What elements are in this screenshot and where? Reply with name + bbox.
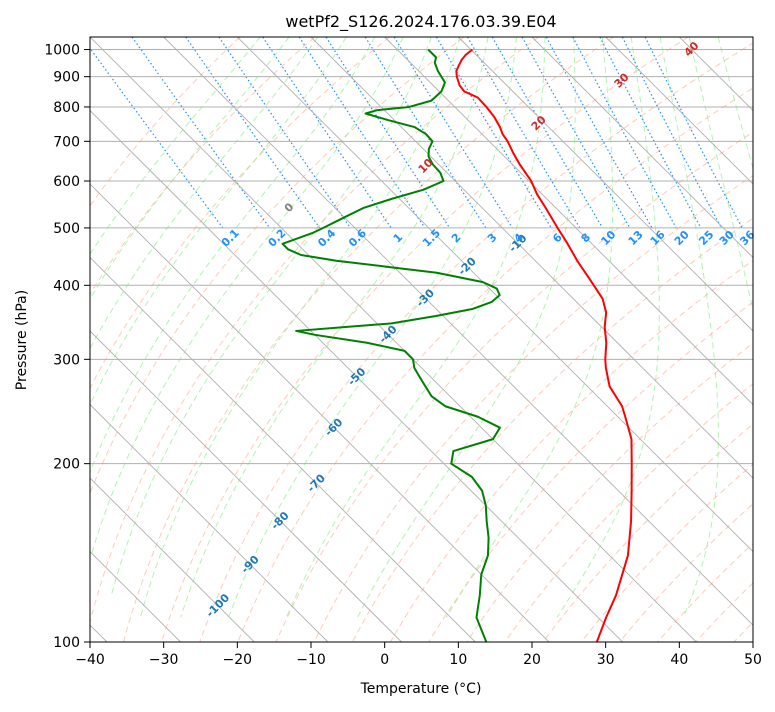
moist-adiabat-line bbox=[90, 37, 261, 256]
moist-adiabat-line bbox=[90, 37, 347, 406]
isotherm-line bbox=[90, 183, 550, 642]
dry-adiabat-line bbox=[619, 503, 753, 642]
y-axis-label: Pressure (hPa) bbox=[14, 290, 30, 390]
dry-adiabat-line bbox=[90, 37, 390, 390]
mixing-ratio-line bbox=[393, 37, 513, 229]
moist-adiabat-line bbox=[90, 37, 290, 300]
isotherm-line bbox=[90, 403, 329, 642]
y-tick-label: 700 bbox=[53, 134, 80, 150]
moist-adiabat-line bbox=[445, 37, 614, 618]
mixing-ratio-line bbox=[131, 37, 271, 229]
grid-layer bbox=[90, 37, 753, 642]
x-tick-label: 10 bbox=[449, 652, 467, 668]
dry-adiabat-line bbox=[313, 174, 753, 642]
isotherm-line bbox=[90, 37, 697, 642]
isotherm-line bbox=[531, 37, 753, 259]
temperature-line bbox=[455, 48, 633, 642]
mixing-ratio-line bbox=[218, 37, 351, 229]
dry-adiabat-line bbox=[122, 37, 614, 642]
moist-adiabat-line bbox=[90, 37, 376, 474]
series-layer bbox=[281, 48, 633, 642]
moist-adiabat-line bbox=[659, 37, 719, 618]
dry-adiabat-line bbox=[466, 342, 753, 642]
mixing-ratio-line bbox=[545, 37, 653, 229]
y-tick-label: 600 bbox=[53, 174, 80, 190]
plot-background bbox=[90, 37, 753, 642]
moist-adiabat-line bbox=[90, 37, 319, 350]
mixing-ratio-line bbox=[185, 37, 321, 229]
isotherm-line bbox=[310, 37, 753, 479]
moist-adiabat-line bbox=[180, 37, 489, 618]
dry-adiabat-line bbox=[428, 301, 753, 642]
axes-layer: −40 −30 −20 −10 0 10 20 30 40 50 1000 900 800 700 600 5… bbox=[44, 43, 762, 668]
moist-adiabat-line bbox=[228, 37, 517, 618]
x-tick-label: 40 bbox=[670, 652, 688, 668]
dry-adiabat-line bbox=[237, 87, 753, 642]
mixing-ratio-line bbox=[262, 37, 392, 229]
mixing-ratio-line bbox=[364, 37, 487, 229]
y-tick-label: 500 bbox=[53, 221, 80, 237]
x-axis-label: Temperature (°C) bbox=[360, 681, 482, 697]
x-tick-label: −40 bbox=[75, 652, 105, 668]
mixing-ratio-line bbox=[521, 37, 631, 229]
isotherm-line bbox=[90, 256, 476, 642]
isotherm-line bbox=[458, 37, 753, 332]
dry-adiabat-line bbox=[580, 463, 753, 642]
isotherm-line bbox=[163, 37, 753, 626]
y-tick-label: 100 bbox=[53, 635, 80, 651]
isotherm-line bbox=[384, 37, 753, 406]
y-tick-label: 400 bbox=[53, 278, 80, 294]
y-tick-label: 200 bbox=[53, 457, 80, 473]
isotherm-line bbox=[90, 477, 255, 642]
mixing-ratio-line bbox=[90, 47, 224, 229]
moist-adiabat-line bbox=[110, 37, 432, 596]
isotherm-line bbox=[90, 109, 623, 642]
y-tick-label: 900 bbox=[53, 70, 80, 86]
x-tick-label: −10 bbox=[296, 652, 326, 668]
isotherm-line bbox=[237, 37, 753, 553]
mixing-ratio-line bbox=[572, 37, 677, 229]
y-tick-label: 1000 bbox=[44, 43, 80, 59]
dry-adiabat-line bbox=[390, 259, 753, 642]
isotherm-line bbox=[605, 37, 753, 185]
dry-adiabat-line bbox=[504, 383, 753, 642]
dry-adiabat-line bbox=[90, 37, 540, 625]
dry-adiabat-line bbox=[90, 37, 316, 296]
x-tick-label: −20 bbox=[223, 652, 253, 668]
moist-adiabat-line bbox=[717, 37, 753, 171]
chart-title: wetPf2_S126.2024.176.03.39.E04 bbox=[285, 12, 556, 32]
isotherm-line bbox=[752, 37, 753, 38]
dry-adiabat-line bbox=[90, 37, 465, 495]
y-tick-label: 800 bbox=[53, 100, 80, 116]
y-tick-label: 300 bbox=[53, 352, 80, 368]
x-tick-label: 50 bbox=[744, 652, 762, 668]
mixing-ratio-line bbox=[644, 37, 743, 229]
moist-adiabat-line bbox=[688, 37, 753, 313]
mixing-ratio-line bbox=[325, 37, 451, 229]
isotherm-line bbox=[90, 330, 402, 642]
moist-adiabat-line bbox=[356, 37, 576, 618]
dry-adiabat-line bbox=[161, 37, 689, 642]
x-tick-label: 30 bbox=[597, 652, 615, 668]
x-tick-label: 20 bbox=[523, 652, 541, 668]
mixing-ratio-line bbox=[298, 37, 426, 229]
x-tick-label: 0 bbox=[380, 652, 389, 668]
moist-adiabat-line bbox=[139, 37, 461, 618]
plot-frame bbox=[89, 36, 754, 643]
dewpoint-line bbox=[281, 48, 501, 642]
x-tick-label: −30 bbox=[149, 652, 179, 668]
